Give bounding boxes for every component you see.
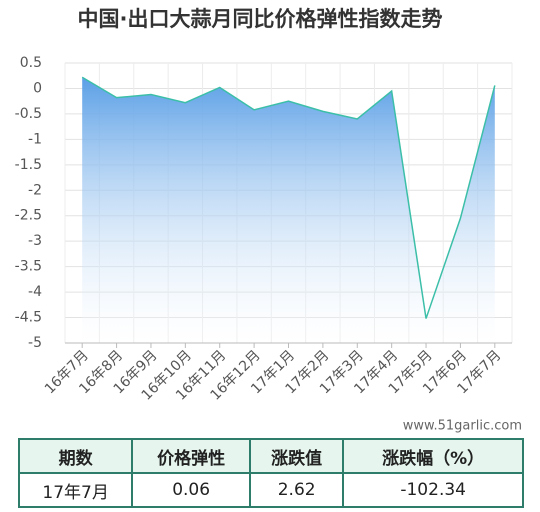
y-tick-label: -1.5 — [15, 157, 42, 173]
chart-title: 中国·出口大蒜月同比价格弹性指数走势 — [78, 7, 443, 31]
table-cell: 0.06 — [131, 472, 251, 508]
y-tick-label: -5 — [28, 335, 42, 351]
y-tick-label: -1 — [28, 131, 42, 147]
table-cell: 17年7月 — [17, 472, 134, 508]
y-tick-label: -2.5 — [15, 208, 42, 224]
data-table: 期数 价格弹性 涨跌值 涨跌幅（%） 17年7月 0.06 2.62 -102.34 — [17, 438, 524, 508]
table-cell: -102.34 — [342, 472, 524, 508]
table-row: 期数 价格弹性 涨跌值 涨跌幅（%） — [17, 438, 524, 474]
table-row: 17年7月 0.06 2.62 -102.34 — [17, 472, 524, 508]
table-cell: 价格弹性 — [131, 438, 251, 474]
y-tick-label: -2 — [28, 182, 42, 198]
y-tick-label: 0 — [33, 80, 42, 96]
chart: 中国·出口大蒜月同比价格弹性指数走势 www.51garlic.com 0.5 0… — [15, 7, 522, 434]
watermark: www.51garlic.com — [403, 419, 522, 434]
table-cell: 涨跌幅（%） — [342, 438, 524, 474]
y-tick-label: -0.5 — [15, 106, 42, 122]
line — [81, 76, 496, 319]
y-tick-label: 0.5 — [20, 55, 42, 71]
table-cell: 2.62 — [248, 472, 345, 508]
area — [82, 77, 495, 343]
y-tick-label: -4 — [28, 284, 42, 300]
y-tick-label: -3 — [28, 233, 42, 249]
table-cell: 涨跌值 — [248, 438, 345, 474]
table-cell: 期数 — [17, 438, 134, 474]
y-tick-label: -3.5 — [15, 259, 42, 275]
y-tick-label: -4.5 — [15, 310, 42, 326]
